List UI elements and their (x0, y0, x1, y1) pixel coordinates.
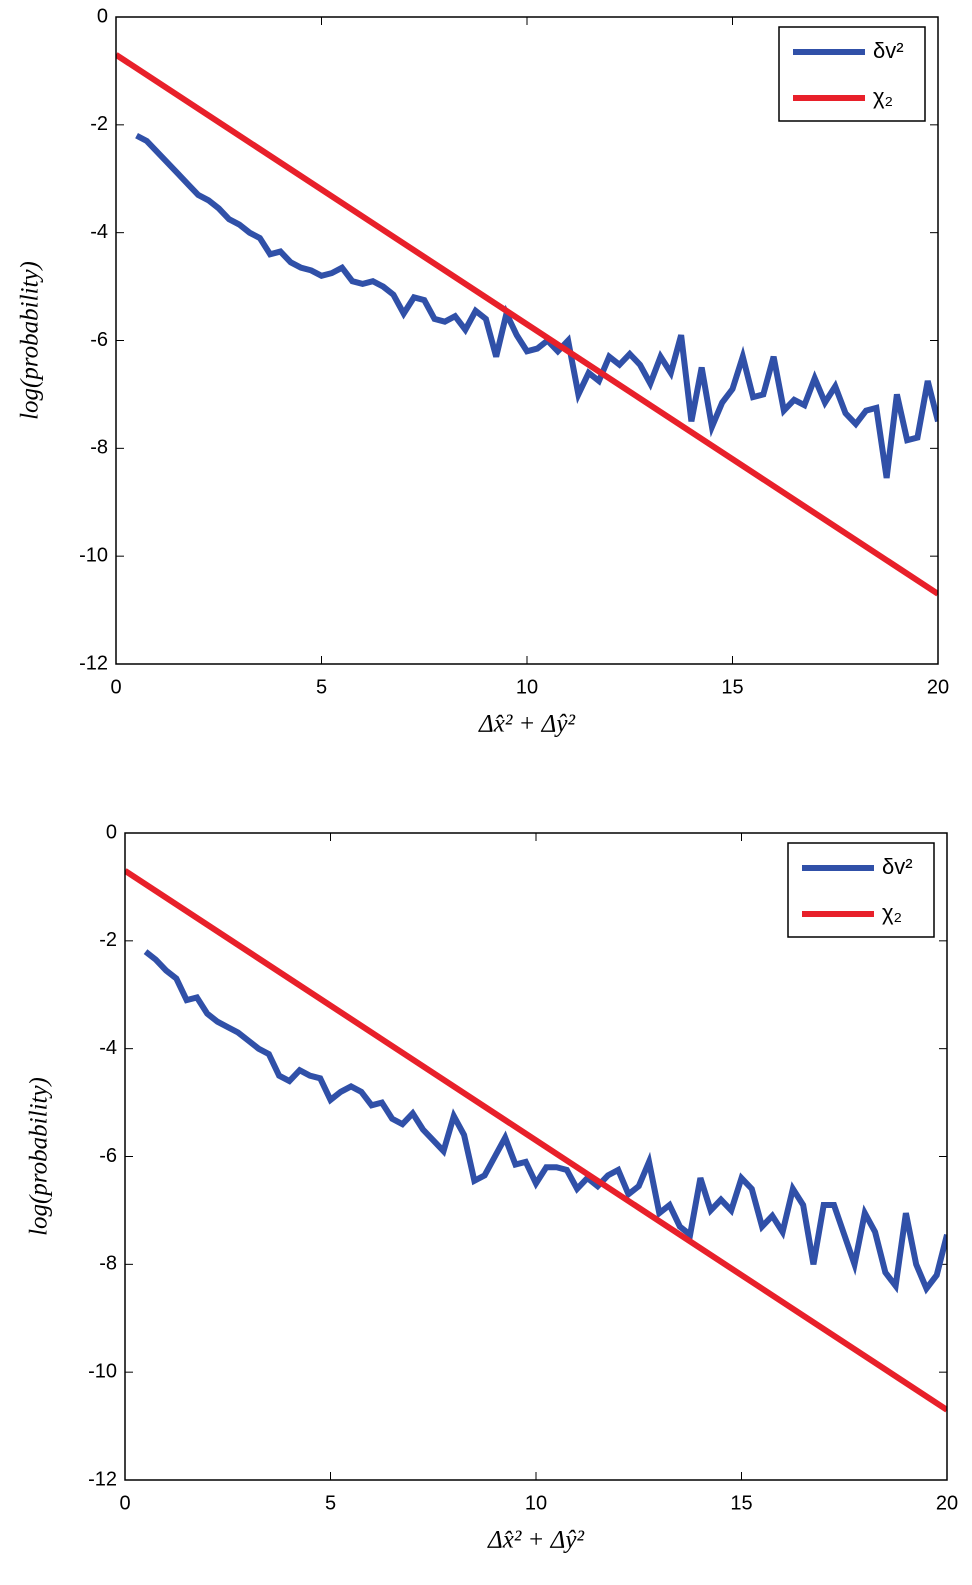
legend-box (778, 26, 926, 122)
x-tick-label: 0 (110, 676, 121, 698)
y-axis-label: log(probability) (17, 261, 44, 420)
data-line (116, 52, 938, 597)
legend-label: δv² (873, 38, 904, 63)
x-tick-label: 15 (721, 676, 743, 698)
data-line (143, 949, 947, 1295)
y-tick-label: -4 (90, 221, 108, 243)
legend-label: χ₂ (873, 84, 893, 109)
plot-frame (124, 832, 948, 1481)
x-tick-label: 10 (516, 676, 538, 698)
legend: δv² χ₂ (778, 26, 926, 122)
x-tick-label: 20 (936, 1492, 958, 1514)
legend: δv² χ₂ (787, 842, 935, 938)
y-tick-label: -10 (88, 1360, 117, 1382)
legend-label: χ₂ (882, 900, 902, 925)
y-tick-label: -8 (90, 437, 108, 459)
y-tick-label: -6 (90, 329, 108, 351)
x-axis-label: Δx̂² + Δŷ² (478, 711, 575, 738)
y-tick-label: -12 (79, 652, 108, 674)
x-axis-label: Δx̂² + Δŷ² (487, 1527, 584, 1554)
y-tick-label: -8 (99, 1253, 117, 1275)
legend-box (787, 842, 935, 938)
chart: 0 5 10 15 20 -12 -10 -8 -6 -4 -2 0 Δx̂² + Δŷ² log(pro… (17, 5, 949, 737)
data-line (125, 868, 947, 1413)
y-tick-label: -12 (88, 1468, 117, 1490)
x-tick-label: 10 (525, 1492, 547, 1514)
y-tick-label: -2 (90, 113, 108, 135)
plot-frame (115, 16, 939, 665)
data-line (135, 132, 938, 479)
chart: 0 5 10 15 20 -12 -10 -8 -6 -4 -2 0 Δx̂² + Δŷ² log(pro… (26, 821, 958, 1553)
y-tick-label: -6 (99, 1145, 117, 1167)
x-tick-label: 0 (119, 1492, 130, 1514)
y-axis-label: log(probability) (26, 1077, 53, 1236)
y-tick-label: 0 (97, 5, 108, 27)
legend-label: δv² (882, 854, 913, 879)
x-tick-label: 5 (316, 676, 327, 698)
x-tick-label: 15 (730, 1492, 752, 1514)
y-tick-label: -2 (99, 929, 117, 951)
y-tick-label: -4 (99, 1037, 117, 1059)
x-tick-label: 5 (325, 1492, 336, 1514)
y-tick-label: 0 (106, 821, 117, 843)
x-tick-label: 20 (927, 676, 949, 698)
y-tick-label: -10 (79, 544, 108, 566)
